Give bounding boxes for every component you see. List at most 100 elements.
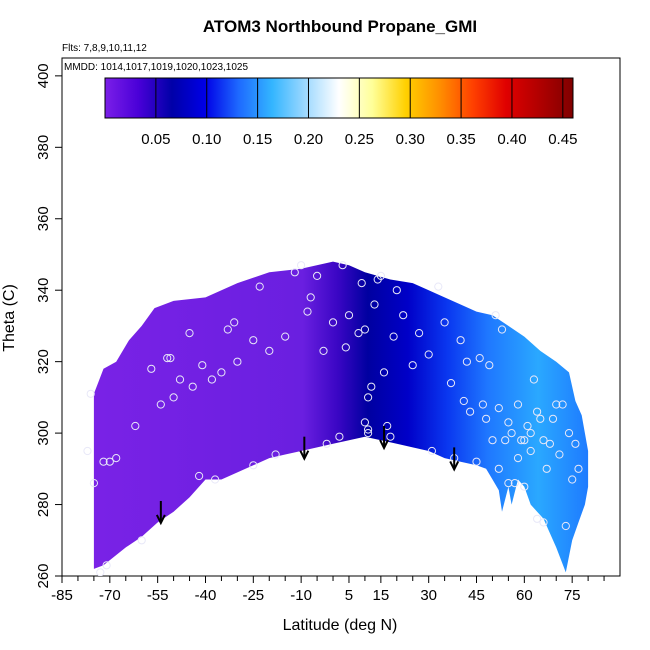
colorbar-tick-label: 0.45 xyxy=(548,131,577,148)
data-point xyxy=(427,446,436,456)
colorbar-tick-label: 0.10 xyxy=(192,131,221,148)
colorbar-tick-label: 0.30 xyxy=(396,131,425,148)
data-point xyxy=(539,518,548,527)
y-axis: 260 280 300 320 340 360 380 400 xyxy=(35,63,62,589)
x-tick-label: 30 xyxy=(420,587,437,604)
colorbar-tick-label: 0.40 xyxy=(497,131,526,148)
data-point xyxy=(233,357,242,366)
data-point xyxy=(552,400,561,409)
data-point xyxy=(504,418,513,427)
data-point xyxy=(494,464,503,473)
colorbar: 0.05 0.10 0.15 0.20 0.25 0.30 0.35 0.40 0.45 xyxy=(104,77,577,148)
x-axis: -85 -70 -55 -40 -25 -10 5 15 30 45 60 75 xyxy=(51,576,605,604)
y-tick-label: 380 xyxy=(35,135,52,160)
data-point xyxy=(561,521,570,531)
data-point xyxy=(539,436,548,445)
x-axis-label: Latitude (deg N) xyxy=(283,617,398,634)
x-tick-label: -40 xyxy=(195,587,217,604)
data-point xyxy=(520,482,529,491)
data-point xyxy=(440,318,449,327)
data-point xyxy=(507,429,516,438)
data-point xyxy=(338,261,347,270)
data-point xyxy=(217,368,226,377)
data-point xyxy=(558,400,567,409)
colorbar-tick-label: 0.20 xyxy=(294,131,323,148)
colorbar-tick-label: 0.05 xyxy=(141,131,170,148)
data-point xyxy=(386,432,395,441)
data-point xyxy=(376,271,385,280)
data-point xyxy=(526,446,535,456)
colorbar-tick-label: 0.25 xyxy=(345,131,374,148)
data-point xyxy=(195,471,204,481)
data-point xyxy=(571,439,580,448)
plot-frame xyxy=(61,57,621,577)
data-point xyxy=(297,261,306,270)
data-point xyxy=(472,457,481,466)
colorbar-tick-label: 0.15 xyxy=(243,131,272,148)
data-point xyxy=(319,346,328,355)
data-point xyxy=(198,361,207,370)
data-point xyxy=(459,396,468,406)
data-point xyxy=(446,379,456,388)
data-point xyxy=(504,479,513,488)
data-point xyxy=(166,354,175,363)
data-point xyxy=(223,325,232,334)
data-point xyxy=(533,514,542,523)
data-point xyxy=(367,382,376,391)
data-point xyxy=(313,271,322,280)
data-point xyxy=(494,404,503,413)
data-point xyxy=(389,332,398,341)
data-point xyxy=(364,429,373,438)
data-point xyxy=(408,361,417,370)
data-point xyxy=(169,393,178,402)
data-point xyxy=(526,429,535,438)
x-tick-label: 5 xyxy=(345,587,353,604)
data-point xyxy=(520,436,529,445)
flights-text: Flts: 7,8,9,10,11,12 xyxy=(62,43,147,54)
data-point xyxy=(89,479,99,488)
data-point xyxy=(357,279,366,288)
data-point xyxy=(456,336,465,345)
data-point xyxy=(533,407,542,416)
data-point xyxy=(328,318,338,327)
data-point xyxy=(175,375,185,384)
data-point xyxy=(360,325,369,334)
data-point xyxy=(568,475,577,484)
data-point xyxy=(131,421,140,431)
data-point xyxy=(147,364,156,373)
data-point xyxy=(105,457,114,466)
x-tick-label: 15 xyxy=(373,587,390,604)
data-point xyxy=(185,329,194,338)
data-point xyxy=(344,311,354,320)
data-point xyxy=(281,332,290,341)
data-point xyxy=(255,282,264,291)
data-point xyxy=(475,354,484,363)
x-tick-label: 75 xyxy=(564,587,581,604)
data-point xyxy=(510,479,519,488)
data-point xyxy=(207,375,216,384)
data-point xyxy=(370,300,379,309)
flight-arrows xyxy=(155,425,460,526)
x-tick-label: -55 xyxy=(147,587,169,604)
data-point xyxy=(290,268,299,277)
data-point xyxy=(96,568,105,576)
data-point xyxy=(513,400,523,409)
data-point xyxy=(83,446,92,456)
flight-arrow xyxy=(379,425,389,451)
data-point xyxy=(523,421,532,431)
flight-arrow-head xyxy=(155,514,166,526)
y-tick-label: 400 xyxy=(35,63,52,88)
flight-arrow-head xyxy=(379,439,389,451)
flight-arrow xyxy=(299,436,310,461)
data-point xyxy=(542,464,551,473)
data-point xyxy=(99,457,108,466)
heatmap-region xyxy=(93,261,589,573)
data-point xyxy=(364,425,373,434)
data-point xyxy=(303,307,312,316)
data-point xyxy=(478,400,487,409)
observation-points xyxy=(83,261,583,576)
data-point xyxy=(335,432,344,441)
data-point xyxy=(548,414,558,423)
data-point xyxy=(102,561,111,570)
